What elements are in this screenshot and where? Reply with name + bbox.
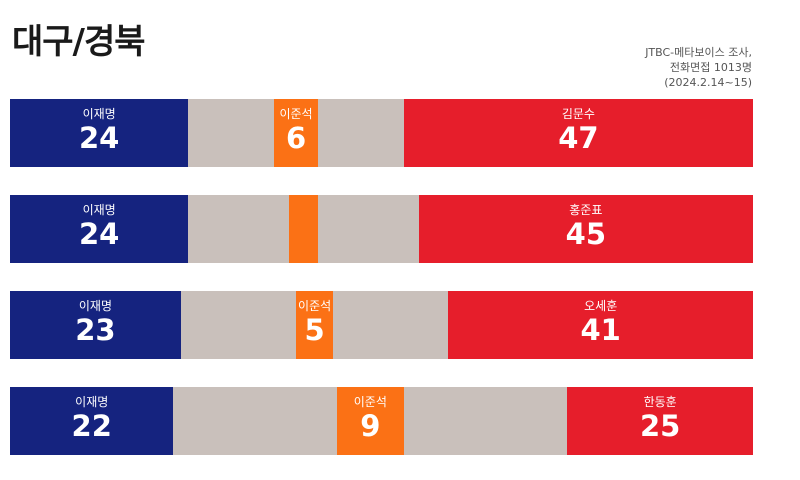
left-candidate-segment: 이재명 24 bbox=[10, 99, 189, 167]
left-candidate-value-label: 24 bbox=[78, 217, 120, 251]
left-candidate-name-label: 이재명 bbox=[75, 395, 109, 409]
right-candidate-value-label: 45 bbox=[565, 217, 606, 251]
middle-candidate-name-label: 이준석 bbox=[298, 299, 332, 313]
right-candidate-name-label: 김문수 bbox=[561, 107, 595, 121]
source-line: (2024.2.14~15) bbox=[664, 76, 752, 89]
middle-candidate-value-label: 9 bbox=[360, 409, 381, 443]
middle-candidate-value-label: 6 bbox=[285, 121, 307, 155]
right-candidate-segment: 김문수 47 bbox=[403, 99, 753, 167]
middle-candidate-value-label: 5 bbox=[304, 313, 325, 347]
right-candidate-value-label: 41 bbox=[580, 313, 621, 347]
source-note: JTBC-메타보이스 조사, 전화면접 1013명 (2024.2.14~15) bbox=[645, 45, 752, 90]
right-candidate-segment: 오세훈 41 bbox=[448, 291, 753, 359]
right-candidate-segment: 한동훈 25 bbox=[567, 387, 753, 455]
middle-candidate-segment: 이준석 9 bbox=[336, 387, 404, 455]
middle-candidate-segment: 이준석 6 bbox=[273, 99, 319, 167]
left-candidate-value-label: 22 bbox=[71, 409, 112, 443]
right-candidate-value-label: 25 bbox=[639, 409, 681, 443]
bar-row: 이재명 24 김문수 47 이준석 6 bbox=[10, 99, 753, 167]
source-line: JTBC-메타보이스 조사, bbox=[645, 46, 752, 59]
chart-title: 대구/경북 bbox=[12, 22, 146, 62]
bar-row: 이재명 24 홍준표 45 bbox=[10, 195, 753, 263]
left-candidate-segment: 이재명 24 bbox=[10, 195, 189, 263]
bar-row: 이재명 22 한동훈 25 이준석 9 bbox=[10, 387, 753, 455]
right-candidate-name-label: 한동훈 bbox=[643, 395, 677, 409]
middle-candidate-segment bbox=[288, 195, 319, 263]
left-candidate-value-label: 24 bbox=[78, 121, 120, 155]
left-candidate-segment: 이재명 22 bbox=[10, 387, 174, 455]
middle-candidate-name-label: 이준석 bbox=[279, 107, 313, 121]
middle-candidate-segment: 이준석 5 bbox=[296, 291, 334, 359]
bar-row: 이재명 23 오세훈 41 이준석 5 bbox=[10, 291, 753, 359]
right-candidate-name-label: 홍준표 bbox=[569, 203, 603, 217]
left-candidate-name-label: 이재명 bbox=[78, 299, 112, 313]
middle-candidate-name-label: 이준석 bbox=[353, 395, 387, 409]
right-candidate-name-label: 오세훈 bbox=[584, 299, 618, 313]
right-candidate-value-label: 47 bbox=[558, 121, 599, 155]
source-line: 전화면접 1013명 bbox=[669, 61, 752, 74]
left-candidate-name-label: 이재명 bbox=[82, 107, 116, 121]
left-candidate-name-label: 이재명 bbox=[82, 203, 116, 217]
right-candidate-segment: 홍준표 45 bbox=[418, 195, 753, 263]
left-candidate-value-label: 23 bbox=[75, 313, 116, 347]
left-candidate-segment: 이재명 23 bbox=[10, 291, 181, 359]
